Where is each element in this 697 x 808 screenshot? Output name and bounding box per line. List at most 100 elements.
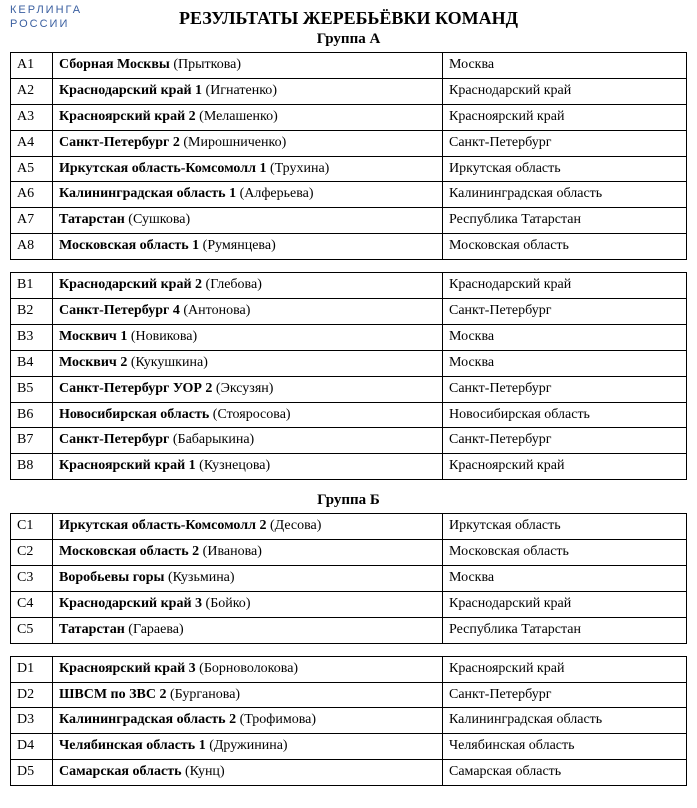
region-cell: Москва	[443, 53, 687, 79]
table-row: D5Самарская область (Кунц)Самарская обла…	[11, 760, 687, 786]
region-cell: Москва	[443, 324, 687, 350]
team-name: Воробьевы горы	[59, 570, 164, 585]
group-d-table: D1Красноярский край 3 (Борноволокова)Кра…	[10, 656, 687, 786]
region-cell: Краснодарский край	[443, 273, 687, 299]
table-row: B5Санкт-Петербург УОР 2 (Эксузян)Санкт-П…	[11, 376, 687, 402]
team-skip: Кузнецова	[204, 458, 266, 473]
code-cell: B1	[11, 273, 53, 299]
table-row: D3Калининградская область 2 (Трофимова)К…	[11, 708, 687, 734]
table-row: B8Красноярский край 1 (Кузнецова)Красноя…	[11, 454, 687, 480]
team-name: Москвич 2	[59, 355, 127, 370]
team-cell: Московская область 2 (Иванова)	[53, 540, 443, 566]
table-row: A5Иркутская область-Комсомолл 1 (Трухина…	[11, 156, 687, 182]
code-cell: A6	[11, 182, 53, 208]
team-cell: Татарстан (Гараева)	[53, 617, 443, 643]
team-cell: Иркутская область-Комсомолл 2 (Десова)	[53, 514, 443, 540]
code-cell: D1	[11, 656, 53, 682]
brand-line-2: РОССИИ	[10, 18, 82, 32]
table-row: B6Новосибирская область (Стояросова)Ново…	[11, 402, 687, 428]
team-skip: Десова	[275, 518, 317, 533]
team-name: Татарстан	[59, 622, 125, 637]
team-cell: Красноярский край 1 (Кузнецова)	[53, 454, 443, 480]
team-cell: Самарская область (Кунц)	[53, 760, 443, 786]
team-skip: Бабарыкина	[178, 432, 250, 447]
team-name: ШВСМ по ЗВС 2	[59, 687, 166, 702]
team-cell: Краснодарский край 2 (Глебова)	[53, 273, 443, 299]
code-cell: D4	[11, 734, 53, 760]
group-a-table: A1Сборная Москвы (Прыткова)МоскваA2Красн…	[10, 52, 687, 260]
code-cell: B2	[11, 299, 53, 325]
table-row: A4Санкт-Петербург 2 (Мирошниченко)Санкт-…	[11, 130, 687, 156]
code-cell: A3	[11, 104, 53, 130]
code-cell: A5	[11, 156, 53, 182]
code-cell: A7	[11, 208, 53, 234]
team-cell: Санкт-Петербург 2 (Мирошниченко)	[53, 130, 443, 156]
region-cell: Санкт-Петербург	[443, 682, 687, 708]
team-cell: Иркутская область-Комсомолл 1 (Трухина)	[53, 156, 443, 182]
region-cell: Краснодарский край	[443, 591, 687, 617]
table-row: A2Краснодарский край 1 (Игнатенко)Красно…	[11, 78, 687, 104]
group-b-title: Группа Б	[10, 492, 687, 509]
code-cell: D3	[11, 708, 53, 734]
group-a-title: Группа А	[10, 31, 687, 48]
code-cell: D5	[11, 760, 53, 786]
code-cell: B4	[11, 350, 53, 376]
team-cell: Краснодарский край 1 (Игнатенко)	[53, 78, 443, 104]
code-cell: C5	[11, 617, 53, 643]
team-skip: Дружинина	[214, 738, 283, 753]
team-skip: Кунц	[190, 764, 220, 779]
code-cell: B7	[11, 428, 53, 454]
team-skip: Стояросова	[217, 407, 285, 422]
brand-logo-text: КЕРЛИНГА РОССИИ	[10, 4, 82, 32]
team-name: Московская область 2	[59, 544, 199, 559]
team-name: Московская область 1	[59, 238, 199, 253]
team-cell: Санкт-Петербург 4 (Антонова)	[53, 299, 443, 325]
table-row: C2Московская область 2 (Иванова)Московск…	[11, 540, 687, 566]
team-cell: ШВСМ по ЗВС 2 (Бурганова)	[53, 682, 443, 708]
region-cell: Санкт-Петербург	[443, 376, 687, 402]
code-cell: A1	[11, 53, 53, 79]
team-name: Иркутская область-Комсомолл 2	[59, 518, 266, 533]
code-cell: D2	[11, 682, 53, 708]
code-cell: B6	[11, 402, 53, 428]
team-cell: Московская область 1 (Румянцева)	[53, 234, 443, 260]
code-cell: C4	[11, 591, 53, 617]
team-skip: Антонова	[188, 303, 246, 318]
team-skip: Новикова	[136, 329, 193, 344]
team-skip: Кукушкина	[136, 355, 204, 370]
team-skip: Трофимова	[244, 712, 311, 727]
table-row: A8Московская область 1 (Румянцева)Москов…	[11, 234, 687, 260]
team-name: Иркутская область-Комсомолл 1	[59, 161, 266, 176]
table-row: D4Челябинская область 1 (Дружинина)Челяб…	[11, 734, 687, 760]
code-cell: B3	[11, 324, 53, 350]
region-cell: Московская область	[443, 540, 687, 566]
team-name: Санкт-Петербург	[59, 432, 169, 447]
team-cell: Калининградская область 2 (Трофимова)	[53, 708, 443, 734]
team-name: Челябинская область 1	[59, 738, 206, 753]
region-cell: Республика Татарстан	[443, 208, 687, 234]
table-row: B1Краснодарский край 2 (Глебова)Краснода…	[11, 273, 687, 299]
region-cell: Москва	[443, 566, 687, 592]
brand-line-1: КЕРЛИНГА	[10, 4, 82, 18]
table-row: A6Калининградская область 1 (Алферьева)К…	[11, 182, 687, 208]
region-cell: Московская область	[443, 234, 687, 260]
team-cell: Санкт-Петербург УОР 2 (Эксузян)	[53, 376, 443, 402]
team-name: Красноярский край 2	[59, 109, 196, 124]
code-cell: B5	[11, 376, 53, 402]
team-name: Краснодарский край 3	[59, 596, 202, 611]
region-cell: Новосибирская область	[443, 402, 687, 428]
team-cell: Воробьевы горы (Кузьмина)	[53, 566, 443, 592]
team-cell: Москвич 1 (Новикова)	[53, 324, 443, 350]
team-skip: Румянцева	[207, 238, 271, 253]
table-row: C5Татарстан (Гараева)Республика Татарста…	[11, 617, 687, 643]
team-skip: Мелашенко	[204, 109, 273, 124]
table-row: C1Иркутская область-Комсомолл 2 (Десова)…	[11, 514, 687, 540]
team-name: Новосибирская область	[59, 407, 209, 422]
team-name: Сборная Москвы	[59, 57, 170, 72]
team-name: Москвич 1	[59, 329, 127, 344]
team-skip: Прыткова	[178, 57, 236, 72]
team-skip: Эксузян	[221, 381, 269, 396]
group-b-table: B1Краснодарский край 2 (Глебова)Краснода…	[10, 272, 687, 480]
team-name: Красноярский край 1	[59, 458, 196, 473]
region-cell: Красноярский край	[443, 656, 687, 682]
